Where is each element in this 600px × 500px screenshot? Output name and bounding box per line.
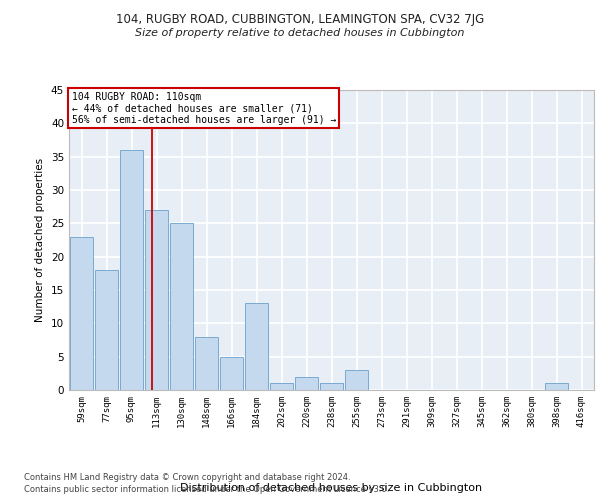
X-axis label: Distribution of detached houses by size in Cubbington: Distribution of detached houses by size …	[181, 482, 482, 492]
Bar	[545, 384, 568, 390]
Bar	[195, 336, 218, 390]
Bar	[220, 356, 243, 390]
Text: Size of property relative to detached houses in Cubbington: Size of property relative to detached ho…	[136, 28, 464, 38]
Bar	[70, 236, 93, 390]
Bar	[145, 210, 168, 390]
Text: Contains HM Land Registry data © Crown copyright and database right 2024.: Contains HM Land Registry data © Crown c…	[24, 472, 350, 482]
Bar	[320, 384, 343, 390]
Text: 104 RUGBY ROAD: 110sqm
← 44% of detached houses are smaller (71)
56% of semi-det: 104 RUGBY ROAD: 110sqm ← 44% of detached…	[71, 92, 336, 124]
Y-axis label: Number of detached properties: Number of detached properties	[35, 158, 46, 322]
Text: 104, RUGBY ROAD, CUBBINGTON, LEAMINGTON SPA, CV32 7JG: 104, RUGBY ROAD, CUBBINGTON, LEAMINGTON …	[116, 12, 484, 26]
Bar	[270, 384, 293, 390]
Text: Contains public sector information licensed under the Open Government Licence v3: Contains public sector information licen…	[24, 485, 389, 494]
Bar	[170, 224, 193, 390]
Bar	[295, 376, 318, 390]
Bar	[245, 304, 268, 390]
Bar	[120, 150, 143, 390]
Bar	[345, 370, 368, 390]
Bar	[95, 270, 118, 390]
